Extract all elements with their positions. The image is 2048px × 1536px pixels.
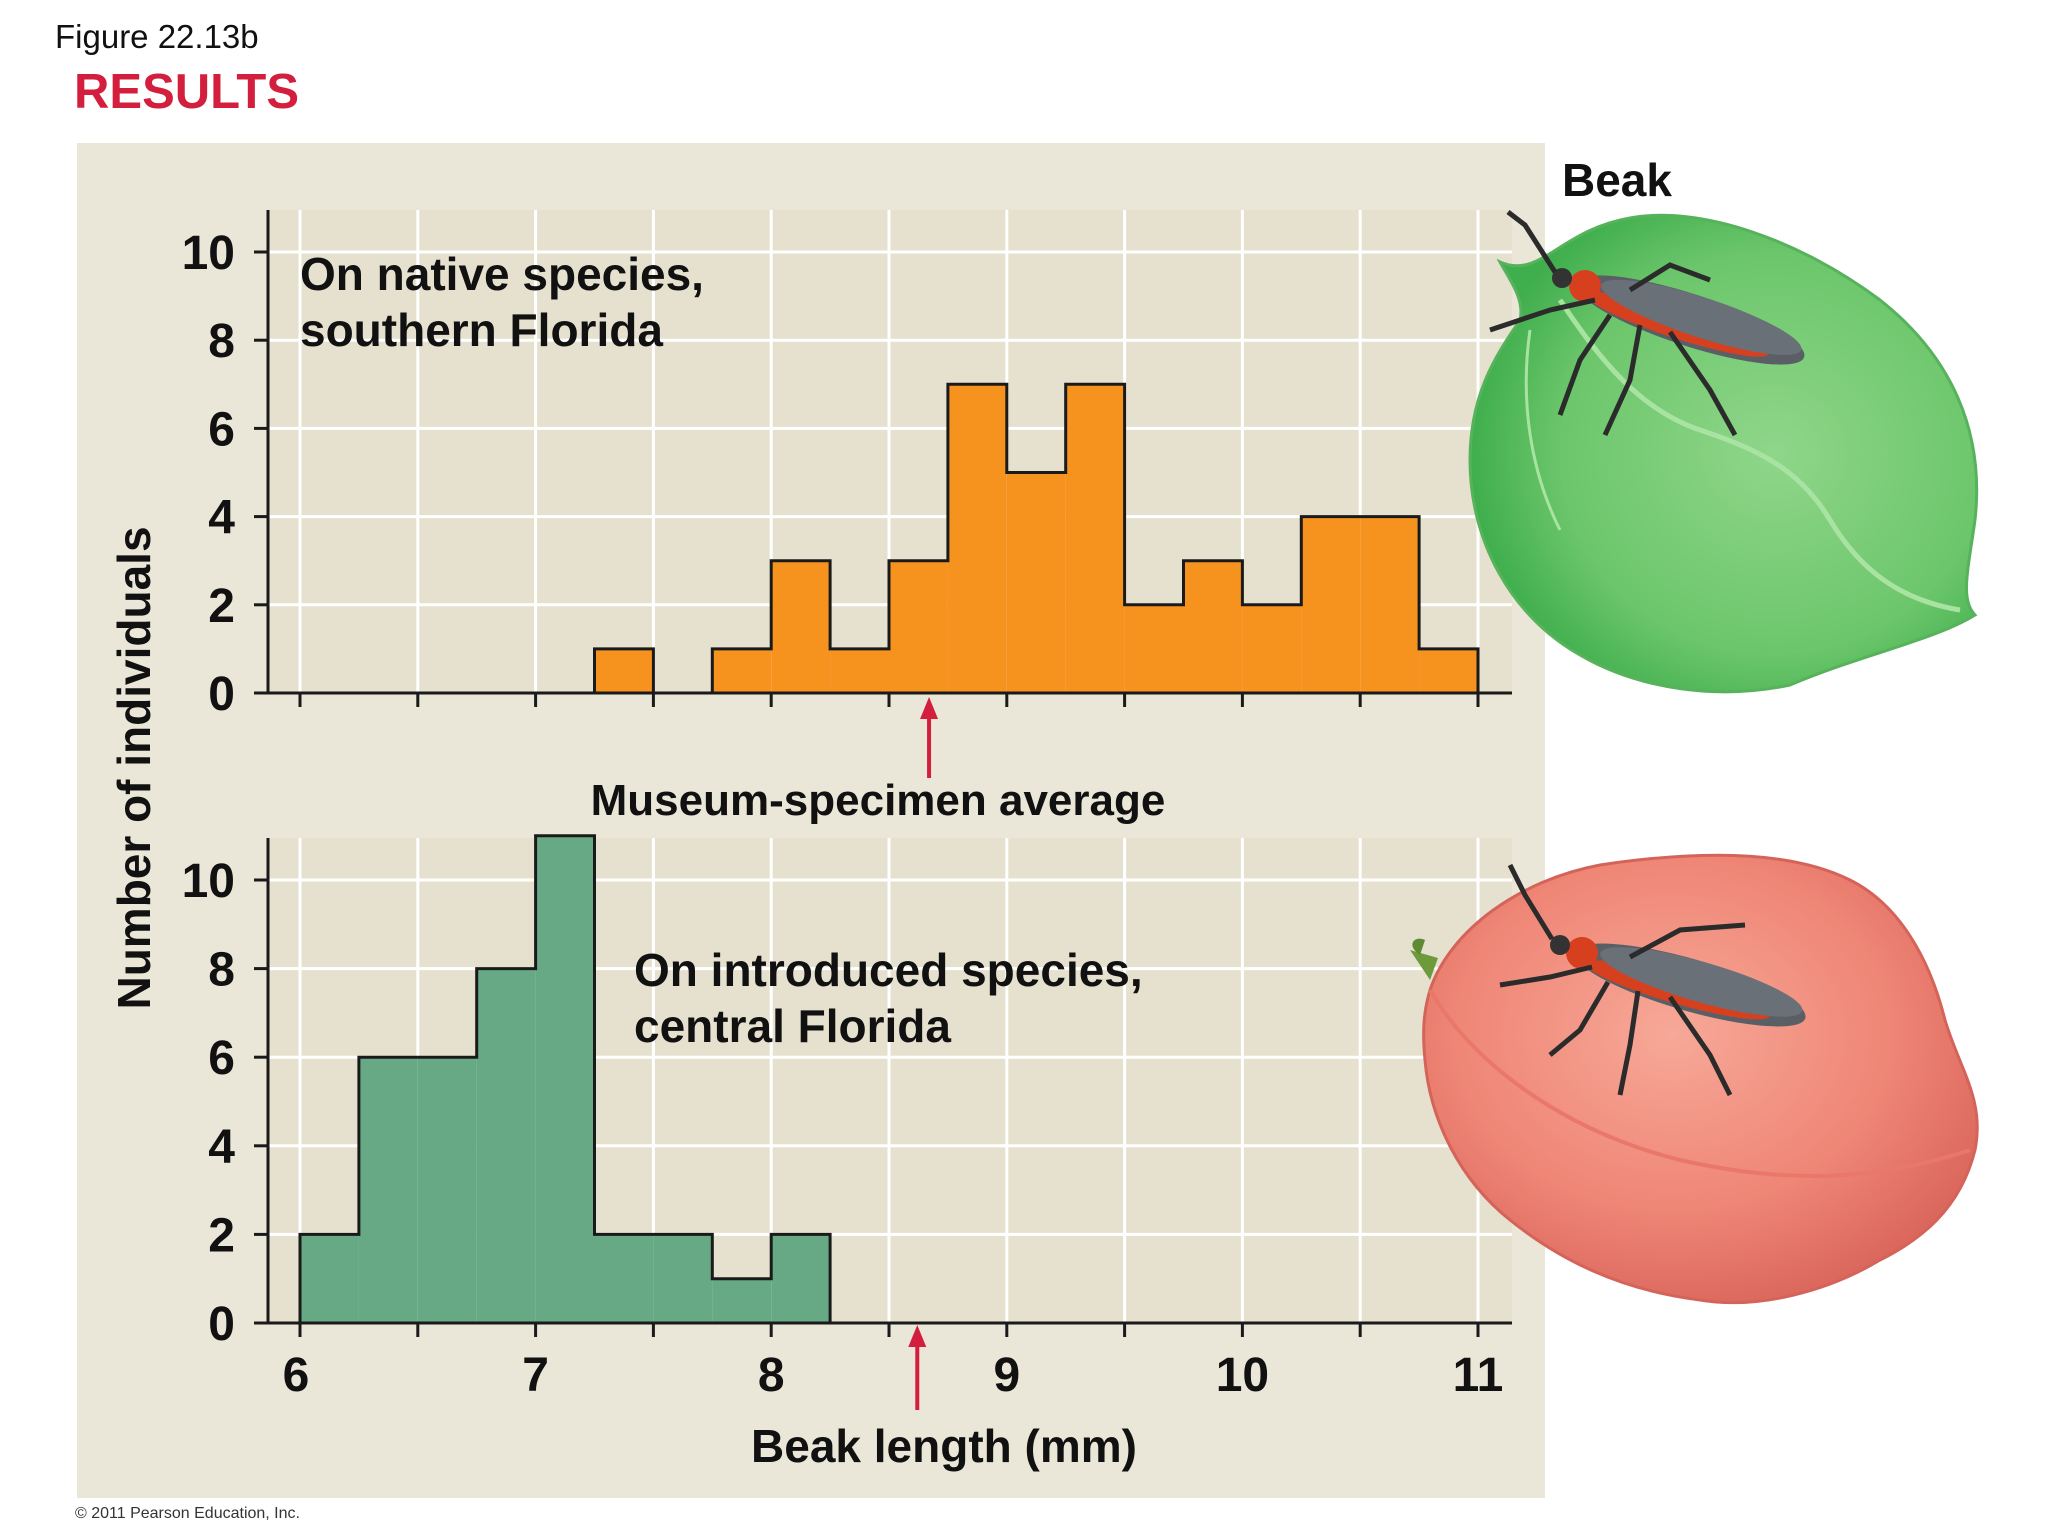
histogram-bar <box>1006 472 1066 693</box>
histogram-outline <box>298 834 832 1323</box>
bug-icon <box>1499 863 1806 1097</box>
y-tick-label: 10 <box>182 227 235 280</box>
y-axis-label: Number of individuals <box>108 526 160 1009</box>
results-heading: RESULTS <box>74 65 300 119</box>
figure-label: Figure 22.13b <box>55 18 259 55</box>
x-axis-label: Beak length (mm) <box>751 1420 1137 1472</box>
x-tick-label: 7 <box>522 1349 549 1402</box>
histogram-bar <box>417 1057 477 1323</box>
y-tick-label: 0 <box>208 668 235 721</box>
histogram-bar <box>1301 516 1361 693</box>
histogram-bar <box>712 1278 772 1323</box>
y-tick-label: 4 <box>208 492 235 545</box>
museum-average-label: Museum-specimen average <box>591 776 1166 825</box>
y-tick-label: 8 <box>208 944 235 997</box>
chart-title-line: On introduced species, <box>634 944 1143 996</box>
y-tick-label: 8 <box>208 315 235 368</box>
x-tick-label: 6 <box>283 1349 310 1402</box>
native-fruit-illustration <box>1468 213 1979 694</box>
museum-average-arrowhead <box>920 697 939 719</box>
y-tick-label: 4 <box>208 1121 235 1174</box>
x-tick-label: 8 <box>758 1349 785 1402</box>
histogram-bar <box>712 648 772 693</box>
y-tick-label: 6 <box>208 1032 235 1085</box>
y-tick-label: 10 <box>182 855 235 908</box>
histogram-bar <box>1124 604 1184 693</box>
histogram-outline <box>593 382 1480 693</box>
beak-label: Beak <box>1562 154 1672 206</box>
y-tick-label: 2 <box>208 1209 235 1262</box>
x-tick-label: 9 <box>993 1349 1020 1402</box>
y-tick-label: 0 <box>208 1298 235 1351</box>
histogram-bar <box>1242 604 1302 693</box>
histogram-bar <box>358 1057 418 1323</box>
x-tick-label: 10 <box>1216 1349 1269 1402</box>
histogram-bar <box>771 560 831 693</box>
histogram-bar <box>535 835 595 1323</box>
histogram-bar <box>594 1234 654 1323</box>
x-tick-label: 11 <box>1453 1349 1504 1402</box>
museum-average-arrowhead <box>908 1325 927 1347</box>
chart-title-line: central Florida <box>634 1000 951 1052</box>
histogram-bar <box>594 648 654 693</box>
histogram-bar <box>1360 516 1420 693</box>
histogram-bar <box>947 384 1007 693</box>
y-tick-label: 6 <box>208 403 235 456</box>
copyright-notice: © 2011 Pearson Education, Inc. <box>75 1505 300 1522</box>
histogram-bar <box>1065 384 1125 693</box>
histogram-bar <box>476 968 536 1323</box>
introduced-fruit-illustration <box>1410 853 1979 1305</box>
bug-icon <box>1489 210 1805 437</box>
histogram-bar <box>1183 560 1243 693</box>
bottom-histogram: 0 2 4 6 8 10 6 7 8 9 10 11 On introduced species,cen… <box>182 834 1512 1410</box>
histogram-bar <box>300 1234 359 1323</box>
chart-title-line: southern Florida <box>300 304 663 356</box>
chart-title-line: On native species, <box>300 248 704 300</box>
histogram-bar <box>1419 648 1478 693</box>
y-tick-label: 2 <box>208 580 235 633</box>
top-histogram: 0 2 4 6 8 10 On native species,southern Florid… <box>182 210 1512 778</box>
histogram-bar <box>771 1234 831 1323</box>
histogram-bar <box>830 648 889 693</box>
histogram-bar <box>889 560 948 693</box>
histogram-bar <box>653 1234 713 1323</box>
